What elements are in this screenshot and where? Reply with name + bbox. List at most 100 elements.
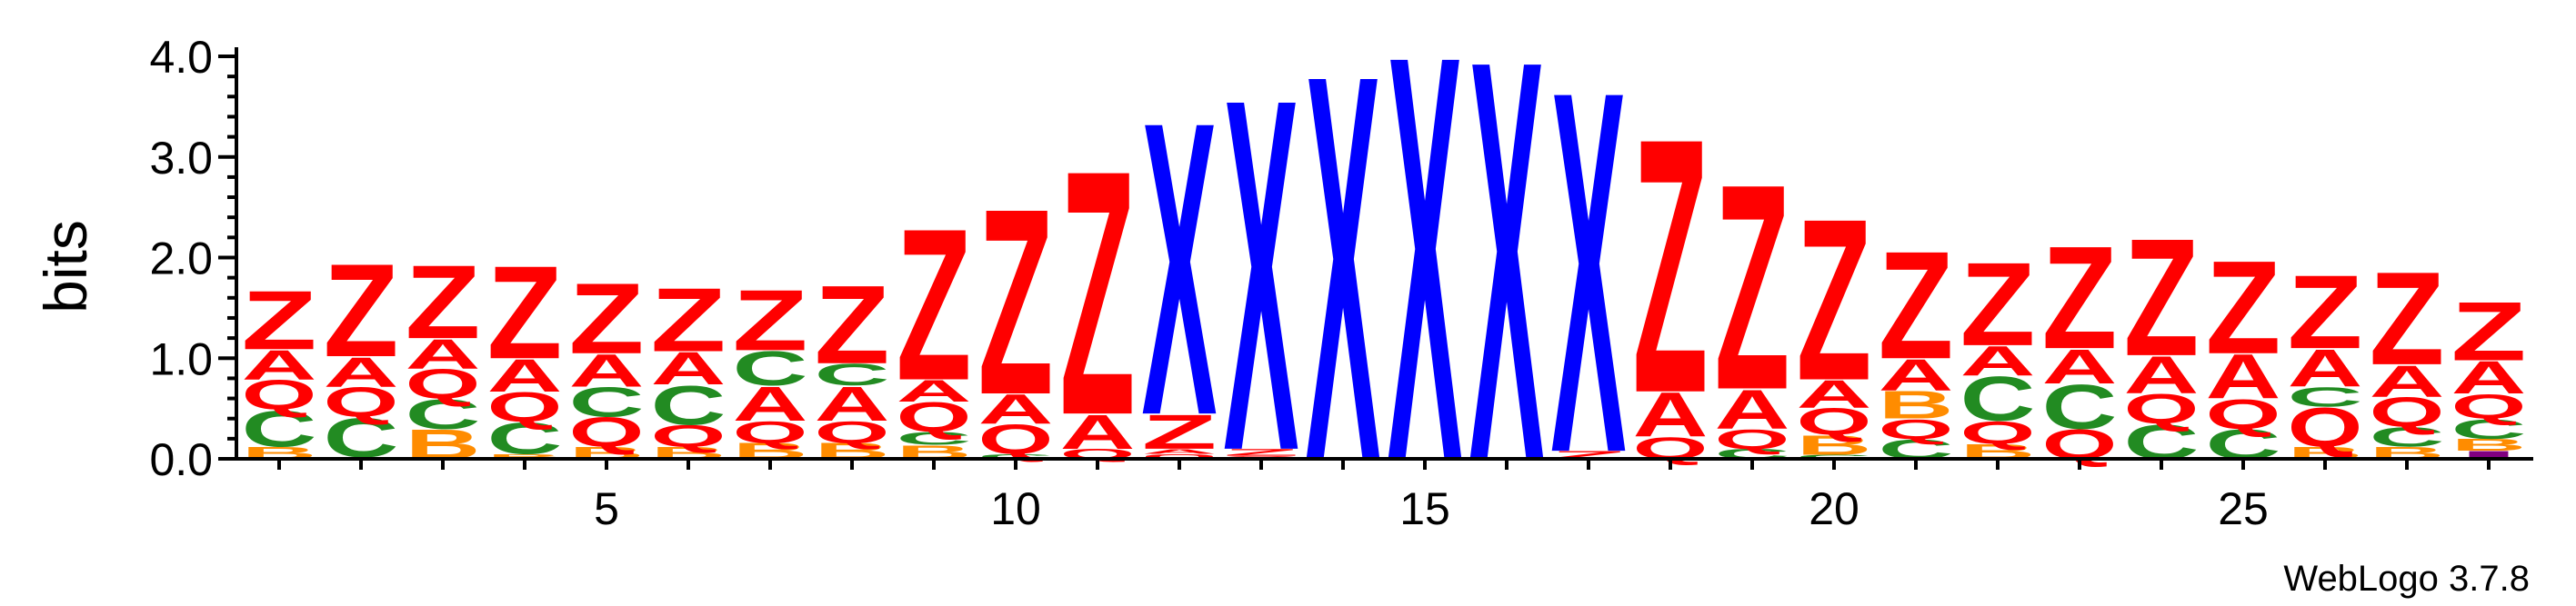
logo-letter-A: A [487,350,563,402]
logo-letter-A: A [733,376,808,431]
logo-letter-Q: Q [324,379,399,425]
logo-letter-A: A [978,386,1054,433]
logo-letter-C: C [2288,382,2363,412]
logo-letter-C: C [2042,373,2118,442]
logo-letter-A: A [1060,404,1136,459]
logo-stack: QZX [1224,0,1299,557]
logo-letter-A: A [2288,339,2363,398]
logo-letter-C: C [1797,454,1872,461]
weblogo-credit: WebLogo 3.7.8 [2283,559,2530,599]
logo-letter-Q: Q [569,410,645,456]
logo-letter-Z: Z [324,235,399,384]
logo-letter-A: A [1633,381,1709,451]
logo-letter-X: X [1306,0,1381,576]
logo-letter-B: B [1879,383,1954,427]
logo-letter-Z: Z [733,272,808,369]
logo-letter-Q: Q [651,419,727,453]
logo-letter-Z: Z [1879,220,1954,392]
logo-letter-Z: Z [651,270,727,372]
logo-letter-A: A [1797,373,1872,416]
x-tick-label: 10 [990,483,1041,534]
logo-letter-Z: Z [1715,124,1790,452]
logo-stack: X [1388,0,1463,582]
logo-letter-Z: Z [1060,98,1136,488]
y-ticks: 0.0 1.0 2.0 3.0 4.0 [149,32,236,485]
logo-letter-Z: Z [2451,284,2527,378]
logo-letter-C: C [651,375,727,437]
logo-letter-A: A [242,342,317,389]
logo-letter-A: A [324,349,399,396]
logo-letter-Q: Q [978,416,1054,462]
logo-letter-Q: Q [1960,414,2036,451]
logo-letter-Z: Z [1224,447,1299,458]
logo-letter-X: X [1551,0,1627,561]
logo-letter-C: C [815,357,890,392]
logo-letter-Q: Q [1142,452,1218,461]
logo-stack: ZX [1551,0,1627,561]
logo-letter-Z: Z [815,263,890,388]
logo-letter-A: A [2206,342,2281,412]
logo-letter-Z: Z [1797,172,1872,429]
logo-letter-Q: Q [2451,387,2527,426]
logo-stack: X [1469,0,1545,581]
y-tick-label: 1.0 [149,333,213,384]
logo-letter-Z: Z [1960,238,2036,371]
logo-letter-Z: Z [1142,404,1218,459]
logo-letter-C: C [487,413,563,463]
logo-letter-C: C [242,401,317,459]
y-tick-label: 3.0 [149,133,213,184]
logo-letter-A: A [1142,448,1218,456]
logo-letter-Z: Z [487,238,563,387]
logo-letter-Z: Z [897,184,972,426]
logo-letter-Q: Q [1797,401,1872,442]
logo-letter-Q: Q [487,384,563,431]
y-tick-label: 4.0 [149,32,213,83]
logo-letter-Q: Q [406,361,481,407]
logo-letter-Z: Z [569,263,645,374]
logo-letter-Z: Z [2288,253,2363,371]
logo-letter-C: C [406,391,481,438]
logo-letter-A: A [1879,350,1954,400]
logo-letter-Q: Q [1879,413,1954,445]
logo-letter-C: C [1960,364,2036,434]
logo-letter-Q: Q [1715,423,1790,455]
y-tick-label: 2.0 [149,233,213,284]
logo-letter-Q: Q [733,415,808,450]
logo-letter-Q: Q [815,415,890,450]
logo-letter-A: A [651,343,727,394]
logo-letter-C: C [569,379,645,426]
logo-letter-X: X [1224,0,1299,557]
logo-letter-Q: Q [2124,386,2200,432]
logo-letter-A: A [2042,339,2118,393]
logo-letter-Z: Z [978,154,1054,451]
logo-letter-C: C [733,341,808,395]
logo-letter-Z: Z [2206,233,2281,382]
x-ticks: 5 10 15 20 25 [277,459,2491,534]
logo-letter-A: A [1715,379,1790,441]
logo-letter-A: A [406,331,481,378]
logo-letter-B: B [2451,436,2527,454]
logo-letter-Q: Q [897,394,972,441]
logo-letter-X: X [1388,0,1463,582]
logo-letter-C: C [2451,413,2527,444]
y-axis-title: bits [32,220,99,313]
logo-stack: X [1306,0,1381,576]
logo-letter-Q: Q [242,373,317,419]
logo-letter-A: A [569,344,645,396]
